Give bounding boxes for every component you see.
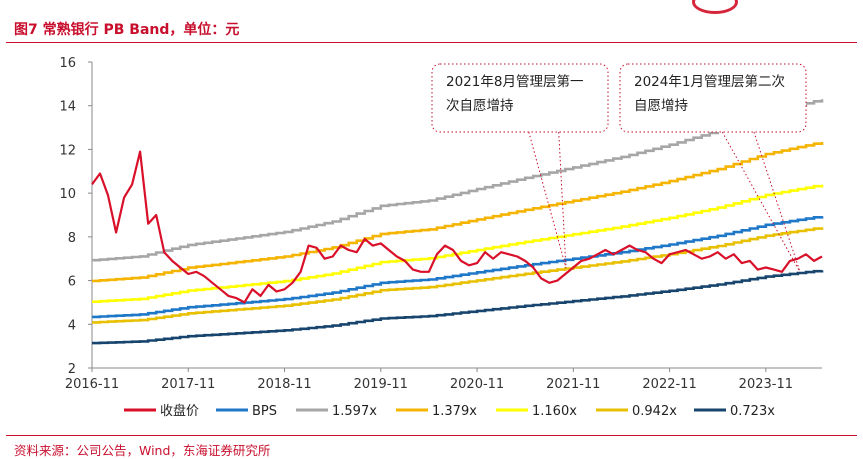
legend-label: BPS [252, 404, 277, 419]
series-line-close-price [91, 150, 823, 304]
legend: 收盘价 BPS 1.597x 1.379x 1.160x 0.942x 0.723x [124, 403, 775, 419]
y-tick-label: 4 [68, 318, 76, 333]
legend-item: 1.379x [396, 404, 477, 419]
legend-item: 0.942x [596, 404, 677, 419]
legend-label: 1.597x [332, 404, 377, 419]
legend-label: 1.160x [532, 404, 577, 419]
series-line-pb-0-723x [92, 269, 824, 345]
legend-item: 1.160x [496, 404, 577, 419]
legend-item: 1.597x [296, 404, 377, 419]
annotation-text-line1: 2021年8月管理层第一 [446, 73, 583, 90]
x-tick-label: 2023-11 [739, 377, 793, 392]
y-tick-label: 8 [68, 231, 76, 246]
legend-label: 0.942x [632, 404, 677, 419]
series-line-bps [92, 216, 824, 319]
x-tick-label: 2017-11 [161, 377, 215, 392]
y-tick-label: 6 [68, 275, 76, 290]
annotation-text-line2: 次自愿增持 [446, 98, 514, 114]
x-tick-label: 2022-11 [642, 377, 696, 392]
x-tick-label: 2019-11 [354, 377, 408, 392]
chart-axes: 2 4 6 8 10 12 14 16 2016-11 2017-11 2018-11 2019-11… [59, 56, 822, 392]
annotation-text-line2: 自愿增持 [634, 98, 688, 114]
series-line-pb-0-942x [92, 227, 824, 324]
series-line-pb-1-597x [92, 99, 824, 262]
series-line-pb-1-160x [92, 184, 824, 303]
title-divider [6, 42, 857, 43]
legend-item: BPS [216, 404, 277, 419]
annotation-leader-line [528, 131, 567, 269]
x-tick-label: 2018-11 [257, 377, 311, 392]
annotation-text-line1: 2024年1月管理层第二次 [634, 73, 785, 90]
x-tick-label: 2020-11 [450, 377, 504, 392]
annotation-leader-line [558, 131, 567, 269]
source-note: 资料来源：公司公告，Wind，东海证券研究所 [14, 443, 271, 458]
y-tick-label: 16 [59, 56, 76, 71]
legend-label: 1.379x [432, 404, 477, 419]
legend-label: 0.723x [730, 404, 775, 419]
y-tick-label: 12 [59, 143, 76, 158]
annotation-box [431, 63, 609, 133]
legend-item: 0.723x [694, 404, 775, 419]
y-tick-label: 10 [59, 187, 76, 202]
x-tick-label: 2016-11 [65, 377, 119, 392]
series-layer [91, 99, 824, 345]
annotation-leader-line [753, 131, 801, 273]
legend-label: 收盘价 [160, 403, 199, 419]
series-line-pb-1-379x [92, 142, 824, 283]
y-tick-label: 2 [68, 362, 76, 377]
figure-title: 图7 常熟银行 PB Band，单位：元 [14, 22, 240, 38]
legend-item: 收盘价 [124, 403, 199, 419]
source-divider [6, 435, 857, 436]
annotation-leader-line [721, 131, 801, 273]
annotation-box [619, 63, 807, 133]
y-tick-label: 14 [59, 100, 76, 115]
x-tick-label: 2021-11 [546, 377, 600, 392]
pb-band-chart: 2 4 6 8 10 12 14 16 2016-11 2017-11 2018-11 2019-11… [59, 56, 824, 419]
